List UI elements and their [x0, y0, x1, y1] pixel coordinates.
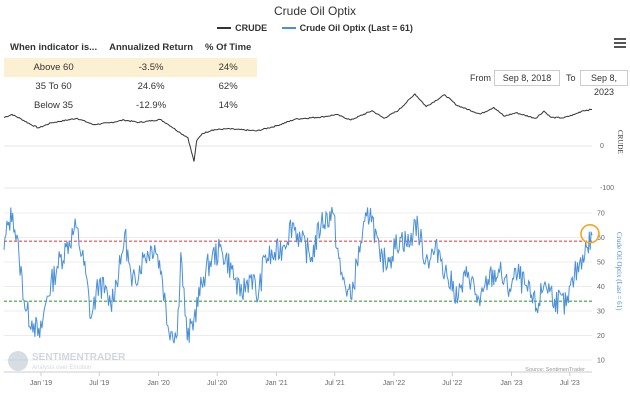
- x-tick-label: Jul '23: [560, 380, 580, 387]
- x-tick-label: Jul '21: [325, 380, 345, 387]
- x-tick-label: Jan '22: [383, 380, 405, 387]
- row-time: 62%: [218, 81, 238, 92]
- table-row: Above 60 -3.5% 24%: [4, 58, 258, 77]
- optix-tick-label: 60: [597, 235, 605, 242]
- legend-label-crude: CRUDE: [235, 23, 268, 33]
- x-tick-label: Jan '19: [30, 380, 52, 387]
- legend-swatch-optix: [281, 27, 296, 29]
- crude-axis-title: CRUDE: [616, 130, 624, 154]
- optix-tick-label: 50: [597, 260, 605, 267]
- crude-series-line: [3, 93, 592, 162]
- x-tick-label: Jul '22: [442, 380, 462, 387]
- legend-swatch-crude: [217, 27, 232, 29]
- x-tick-label: Jul '20: [207, 380, 227, 387]
- x-tick-label: Jan '20: [147, 380, 169, 387]
- last-value-highlight-circle: [580, 224, 600, 244]
- from-label: From: [470, 73, 491, 83]
- row-time: 24%: [199, 58, 258, 77]
- optix-axis-title: Crude Oil Optix (Last = 61): [615, 232, 623, 311]
- stats-table: When indicator is... Annualized Return %…: [4, 40, 258, 115]
- row-return: -12.9%: [136, 100, 167, 111]
- to-date-input[interactable]: Sep 8, 2023: [580, 70, 628, 97]
- optix-tick-label: 70: [597, 211, 605, 218]
- row-label: Above 60: [4, 58, 104, 77]
- optix-tick-label: 10: [597, 358, 605, 365]
- crude-tick-label: 0: [600, 143, 604, 150]
- crude-tick-label: -100: [600, 185, 614, 192]
- header-indicator: When indicator is...: [10, 42, 98, 53]
- optix-tick-label: 20: [597, 333, 605, 340]
- row-label: Below 35: [34, 100, 74, 111]
- legend-label-optix: Crude Oil Optix (Last = 61): [299, 23, 413, 33]
- legend-item-crude[interactable]: CRUDE: [217, 23, 267, 33]
- x-tick-label: Jul '19: [89, 380, 109, 387]
- header-time: % Of Time: [205, 42, 252, 53]
- x-tick-label: Jan '23: [500, 380, 522, 387]
- row-label: 35 To 60: [35, 81, 72, 92]
- row-return: 24.6%: [137, 81, 165, 92]
- watermark-logo-icon: [8, 351, 28, 371]
- source-text: Source: SentimenTrader: [525, 367, 585, 373]
- table-row: 35 To 60 24.6% 62%: [4, 77, 257, 96]
- optix-tick-label: 40: [597, 284, 605, 291]
- row-time: 14%: [218, 100, 238, 111]
- header-return: Annualized Return: [109, 42, 194, 53]
- to-label: To: [566, 73, 576, 83]
- stats-header-row: When indicator is... Annualized Return %…: [4, 40, 257, 58]
- chart-title: Crude Oil Optix: [273, 4, 357, 18]
- row-return: -3.5%: [103, 58, 200, 77]
- legend-item-optix[interactable]: Crude Oil Optix (Last = 61): [281, 23, 413, 33]
- from-date-input[interactable]: Sep 8, 2018: [494, 70, 560, 86]
- legend: CRUDE Crude Oil Optix (Last = 61): [0, 21, 630, 33]
- optix-tick-label: 30: [597, 309, 605, 316]
- watermark: SENTIMENTRADER Analysis over Emotion: [8, 351, 126, 371]
- table-row: Below 35 -12.9% 14%: [4, 96, 257, 115]
- optix-series-line: [3, 207, 593, 344]
- watermark-name: SENTIMENTRADER: [32, 352, 126, 363]
- x-tick-label: Jan '21: [265, 380, 287, 387]
- watermark-tagline: Analysis over Emotion: [32, 365, 91, 371]
- hamburger-menu-icon[interactable]: [614, 38, 626, 48]
